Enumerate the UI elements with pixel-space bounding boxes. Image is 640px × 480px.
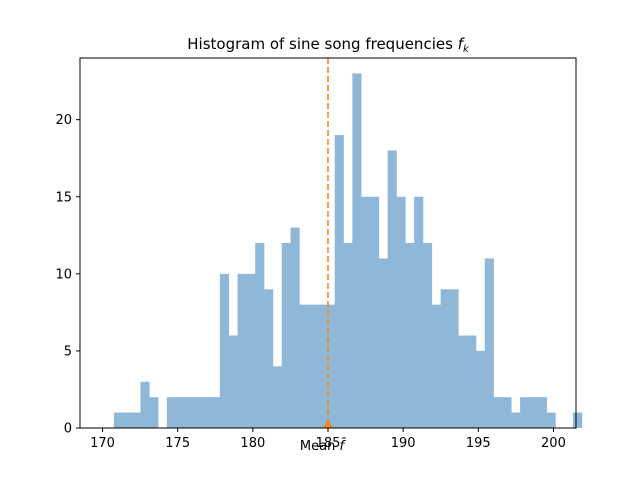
- histogram-bar: [431, 304, 441, 428]
- histogram-bar: [405, 243, 415, 428]
- histogram-bar: [184, 397, 194, 428]
- histogram-bar: [219, 273, 230, 428]
- histogram-bars: [113, 73, 583, 429]
- histogram-bar: [317, 304, 327, 428]
- histogram-bar: [237, 273, 247, 428]
- histogram-bar: [422, 243, 433, 428]
- histogram-bar: [281, 243, 291, 428]
- histogram-bar: [378, 258, 388, 428]
- histogram-bar: [166, 397, 177, 428]
- histogram-bar: [131, 412, 141, 428]
- histogram-bar: [246, 273, 256, 428]
- y-axis: 0 5 10 15 20: [55, 113, 80, 437]
- histogram-bar: [122, 412, 132, 428]
- x-tick-label: 190: [391, 436, 416, 451]
- histogram-bar: [113, 412, 124, 428]
- y-tick-label: 0: [64, 422, 72, 437]
- histogram-bar: [290, 227, 300, 428]
- histogram-bar: [493, 397, 503, 428]
- y-tick-label: 10: [55, 267, 72, 282]
- histogram-bar: [396, 196, 406, 428]
- mean-triangle-marker: [323, 420, 333, 428]
- histogram-bar: [352, 73, 362, 429]
- histogram-bar: [528, 397, 539, 428]
- histogram-bar: [573, 412, 583, 428]
- x-tick-label: 185: [316, 436, 341, 451]
- mean-label: Mean f̄: [300, 439, 347, 454]
- histogram-bar: [537, 397, 547, 428]
- histogram-bar: [475, 350, 486, 428]
- x-tick-label: 200: [541, 436, 566, 451]
- histogram-bar: [149, 397, 159, 428]
- x-axis: 170 175 180 185 190 195 200: [90, 428, 566, 451]
- histogram-bar: [264, 289, 274, 428]
- histogram-bar: [193, 397, 203, 428]
- histogram-bar: [449, 289, 459, 428]
- histogram-bar: [140, 381, 150, 428]
- histogram-bar: [502, 397, 512, 428]
- histogram-bar: [202, 397, 212, 428]
- histogram-bar: [414, 196, 424, 428]
- x-tick-label: 195: [466, 436, 491, 451]
- x-tick-label: 180: [240, 436, 265, 451]
- histogram-bar: [546, 412, 556, 428]
- histogram-bar: [334, 135, 344, 429]
- histogram-bar: [228, 335, 238, 428]
- histogram-bar: [272, 366, 283, 428]
- mean-marker: [323, 58, 333, 428]
- histogram-bar: [299, 304, 309, 428]
- histogram-bar: [361, 196, 371, 428]
- histogram-bar: [440, 289, 450, 428]
- histogram-bar: [458, 335, 468, 428]
- x-tick-label: 170: [90, 436, 115, 451]
- y-tick-label: 20: [55, 113, 72, 128]
- histogram-bar: [175, 397, 185, 428]
- chart-title: Histogram of sine song frequencies fk: [187, 35, 470, 55]
- histogram-bar: [387, 150, 397, 428]
- histogram-bar: [343, 243, 353, 428]
- histogram-bar: [484, 258, 494, 428]
- histogram-bar: [325, 304, 335, 428]
- y-tick-label: 5: [64, 344, 72, 359]
- histogram-bar: [520, 397, 530, 428]
- histogram-bar: [255, 243, 265, 428]
- histogram-bar: [511, 412, 521, 428]
- histogram-bar: [370, 196, 380, 428]
- y-tick-label: 15: [55, 190, 72, 205]
- histogram-bar: [467, 335, 477, 428]
- histogram-bar: [308, 304, 318, 428]
- x-tick-label: 175: [165, 436, 190, 451]
- histogram-bar: [211, 397, 221, 428]
